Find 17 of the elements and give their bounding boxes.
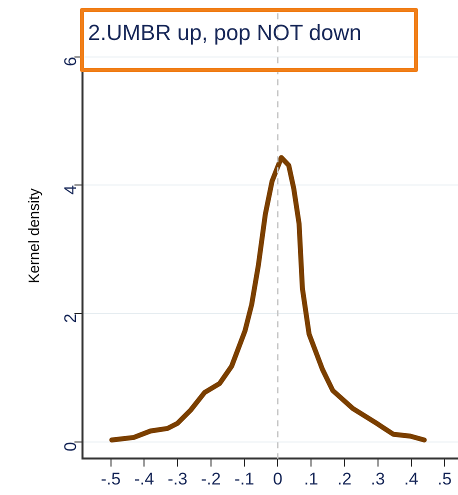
x-tick-label: .4 xyxy=(404,469,418,488)
x-tick-label: .5 xyxy=(438,469,452,488)
x-tick-label: .2 xyxy=(337,469,352,488)
x-tick-label: -.2 xyxy=(201,469,221,488)
x-tick-label: -.3 xyxy=(168,469,188,488)
y-axis-title: Kernel density xyxy=(26,188,44,284)
x-tick-label: 0 xyxy=(272,469,282,488)
chart-title: 2.UMBR up, pop NOT down xyxy=(80,8,418,72)
x-tick-label: .3 xyxy=(370,469,385,488)
x-tick-label: -.5 xyxy=(100,469,121,488)
y-tick-label: 4 xyxy=(61,185,80,195)
x-tick-label: .1 xyxy=(304,469,318,488)
y-tick-label: 6 xyxy=(61,56,80,66)
x-tick-label: -.1 xyxy=(234,469,254,488)
x-tick-label: -.4 xyxy=(134,469,154,488)
y-tick-label: 0 xyxy=(61,442,80,452)
y-tick-label: 2 xyxy=(61,314,80,324)
